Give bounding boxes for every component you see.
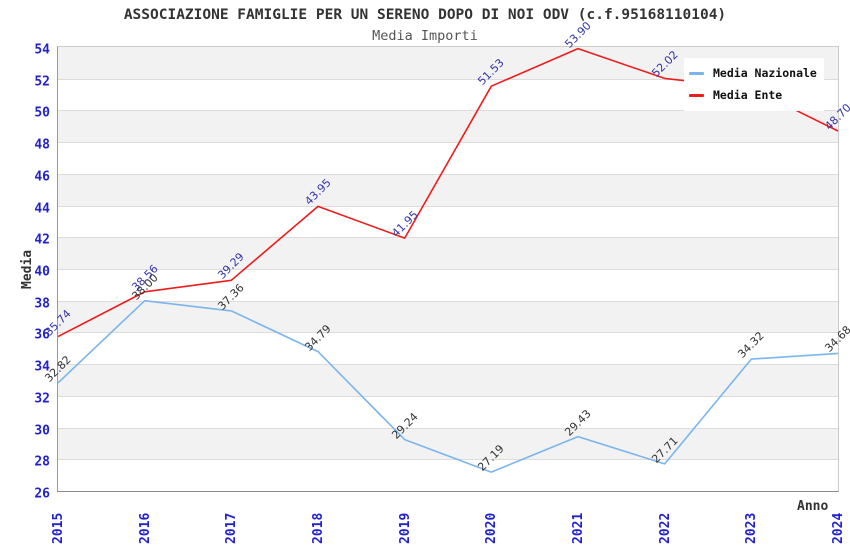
plot-band bbox=[58, 110, 838, 143]
plot-band bbox=[58, 237, 838, 269]
gridline bbox=[58, 459, 838, 461]
plot-band bbox=[58, 332, 838, 365]
x-tick-label: 2016 bbox=[137, 512, 153, 544]
y-tick-label: 48 bbox=[34, 137, 50, 153]
legend: Media Nazionale Media Ente bbox=[684, 58, 824, 111]
legend-item-media-nazionale[interactable]: Media Nazionale bbox=[689, 66, 817, 80]
plot-band bbox=[58, 427, 838, 460]
plot-band bbox=[58, 142, 838, 174]
y-tick-label: 30 bbox=[34, 423, 50, 439]
plot-band bbox=[58, 269, 838, 301]
chart-subtitle: Media Importi bbox=[372, 28, 478, 44]
plot-area: 32.82 38.00 37.36 34.79 29.24 27.19 29.43 27.71… bbox=[42, 19, 850, 492]
y-tick-label: 36 bbox=[34, 327, 50, 343]
x-tick-label: 2020 bbox=[484, 512, 500, 544]
y-tick-label: 42 bbox=[34, 232, 50, 248]
x-tick-label: 2024 bbox=[831, 512, 846, 544]
x-tick-label: 2015 bbox=[51, 512, 66, 544]
legend-item-media-ente[interactable]: Media Ente bbox=[689, 88, 817, 102]
media-nazionale-line-swatch-icon bbox=[689, 71, 704, 75]
x-tick-label: 2019 bbox=[397, 512, 413, 544]
x-tick-label: 2022 bbox=[657, 512, 673, 544]
y-tick-label: 32 bbox=[34, 391, 50, 407]
gridline bbox=[58, 300, 838, 302]
line-media-nazionale bbox=[57, 299, 839, 473]
y-tick-label: 38 bbox=[34, 296, 50, 312]
y-tick-label: 44 bbox=[34, 201, 50, 217]
y-tick-label: 26 bbox=[34, 486, 50, 502]
gridline bbox=[58, 269, 838, 270]
x-tick-label: 2017 bbox=[224, 512, 240, 544]
plot-band bbox=[58, 173, 838, 206]
y-tick-label: 52 bbox=[34, 74, 50, 90]
gridline bbox=[58, 205, 838, 207]
legend-label-media-nazionale: Media Nazionale bbox=[713, 66, 817, 80]
y-tick-label: 28 bbox=[34, 454, 50, 470]
gridline bbox=[58, 364, 838, 366]
plot-band bbox=[58, 364, 838, 396]
y-tick-label: 50 bbox=[34, 105, 50, 121]
y-tick-label: 46 bbox=[34, 169, 50, 185]
gridline bbox=[58, 332, 838, 334]
x-tick-label: 2023 bbox=[744, 512, 760, 544]
gridline bbox=[58, 173, 838, 175]
x-tick-label: 2021 bbox=[571, 512, 586, 544]
plot-band bbox=[58, 459, 838, 491]
x-axis-title: Anno bbox=[797, 499, 829, 514]
y-tick-label: 34 bbox=[34, 359, 50, 375]
y-tick-label: 40 bbox=[34, 264, 50, 280]
gridline bbox=[58, 78, 838, 80]
x-tick-label: 2018 bbox=[311, 512, 326, 544]
gridline bbox=[58, 142, 838, 144]
legend-label-media-ente: Media Ente bbox=[713, 88, 783, 102]
gridline bbox=[58, 237, 838, 239]
gridline bbox=[58, 110, 838, 112]
media-ente-line-swatch-icon bbox=[689, 93, 704, 97]
gridline bbox=[58, 427, 838, 429]
chart-title: ASSOCIAZIONE FAMIGLIE PER UN SERENO DOPO… bbox=[123, 7, 727, 23]
series-lines bbox=[57, 47, 839, 473]
y-tick-label: 54 bbox=[34, 42, 50, 58]
gridline bbox=[58, 395, 838, 397]
plot-band bbox=[58, 205, 838, 238]
